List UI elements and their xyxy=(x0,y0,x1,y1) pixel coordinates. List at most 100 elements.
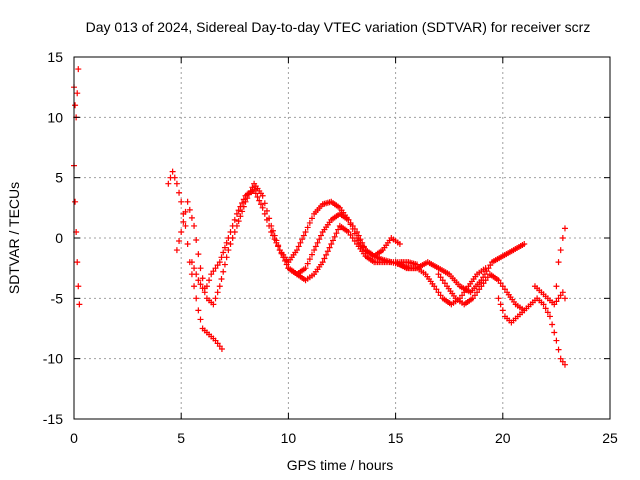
data-point xyxy=(261,200,268,207)
series-sat-g xyxy=(392,241,528,296)
data-point xyxy=(197,265,204,272)
data-point xyxy=(266,222,273,229)
data-point xyxy=(173,180,180,187)
data-point xyxy=(235,207,242,214)
data-point xyxy=(261,210,268,217)
y-tick-label: 0 xyxy=(55,230,63,246)
data-point xyxy=(235,218,242,225)
data-point xyxy=(188,259,195,266)
data-point xyxy=(199,275,206,282)
data-point xyxy=(311,247,318,254)
data-point xyxy=(201,289,208,296)
x-tick-label: 5 xyxy=(177,430,185,446)
data-point xyxy=(212,265,219,272)
data-point xyxy=(208,271,215,278)
data-point xyxy=(295,243,302,250)
data-point xyxy=(239,208,246,215)
data-point xyxy=(74,90,81,97)
data-point xyxy=(557,292,564,299)
y-tick-label: -10 xyxy=(43,351,63,367)
data-point xyxy=(326,244,333,251)
data-point xyxy=(495,295,502,302)
data-point xyxy=(324,248,331,255)
data-point xyxy=(431,283,438,290)
data-point xyxy=(182,208,189,215)
series-sat-j xyxy=(531,283,568,308)
data-point xyxy=(308,215,315,222)
data-point xyxy=(256,197,263,204)
data-point xyxy=(542,305,549,312)
data-point xyxy=(481,271,488,278)
data-point xyxy=(483,268,490,275)
data-point xyxy=(195,307,202,314)
data-point xyxy=(480,280,487,287)
data-point xyxy=(557,355,564,362)
data-point xyxy=(540,301,547,308)
data-point xyxy=(559,289,566,296)
series-sat-h xyxy=(435,271,528,314)
data-point xyxy=(225,247,232,254)
data-point xyxy=(555,295,562,302)
data-point xyxy=(214,262,221,269)
data-point xyxy=(478,283,485,290)
data-point xyxy=(227,228,234,235)
data-point xyxy=(259,204,266,211)
data-point xyxy=(433,286,440,293)
data-point xyxy=(551,301,558,308)
data-point xyxy=(176,238,183,245)
y-tick-label: 5 xyxy=(55,170,63,186)
data-point xyxy=(321,255,328,262)
y-tick-label: -15 xyxy=(43,411,63,427)
data-point xyxy=(206,277,213,284)
data-point xyxy=(72,102,79,109)
data-point xyxy=(435,289,442,296)
data-point xyxy=(254,193,261,200)
data-point xyxy=(268,228,275,235)
data-point xyxy=(329,237,336,244)
series-sat-c xyxy=(165,168,225,353)
data-point xyxy=(210,268,217,275)
data-point xyxy=(216,259,223,266)
data-point xyxy=(441,280,448,287)
data-point xyxy=(193,237,200,244)
data-point xyxy=(559,358,566,365)
data-point xyxy=(331,233,338,240)
data-point xyxy=(439,277,446,284)
data-point xyxy=(229,222,236,229)
grid-lines xyxy=(74,57,610,419)
data-point xyxy=(349,225,356,232)
data-point xyxy=(191,283,198,290)
chart-title: Day 013 of 2024, Sidereal Day-to-day VTE… xyxy=(86,19,591,35)
data-point xyxy=(220,268,227,275)
data-point xyxy=(271,236,278,243)
data-point xyxy=(306,256,313,263)
data-point xyxy=(351,238,358,245)
data-point xyxy=(223,239,230,246)
x-tick-label: 0 xyxy=(70,430,78,446)
data-point xyxy=(193,295,200,302)
series-sat-b xyxy=(71,162,83,308)
axis-ticks xyxy=(73,56,611,420)
data-point xyxy=(218,346,225,353)
x-axis-label: GPS time / hours xyxy=(287,457,394,473)
data-point xyxy=(176,189,183,196)
data-point xyxy=(263,207,270,214)
data-point xyxy=(347,221,354,228)
data-point xyxy=(499,307,506,314)
data-point xyxy=(555,346,562,353)
data-point xyxy=(335,226,342,233)
data-point xyxy=(188,214,195,221)
data-point xyxy=(225,235,232,241)
data-point xyxy=(437,292,444,299)
data-point xyxy=(521,241,528,248)
data-point xyxy=(203,283,210,290)
data-point xyxy=(497,301,504,308)
data-point xyxy=(314,239,321,246)
data-point xyxy=(273,239,280,246)
data-point xyxy=(349,235,356,241)
data-point xyxy=(191,265,198,272)
data-point xyxy=(316,236,323,243)
data-point xyxy=(323,251,330,258)
data-point xyxy=(306,219,313,226)
data-point xyxy=(193,271,200,278)
